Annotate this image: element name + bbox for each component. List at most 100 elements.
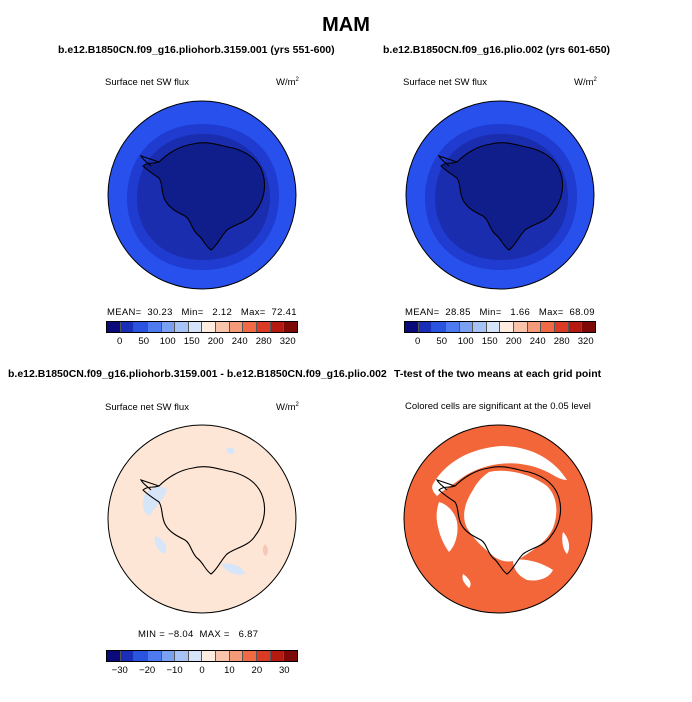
- colorbar-swatch: [202, 322, 217, 332]
- panel4-subtitle: Colored cells are significant at the 0.0…: [405, 401, 591, 412]
- panel4-polar-map: [403, 424, 593, 614]
- colorbar-tick-label: 150: [481, 336, 498, 347]
- colorbar-swatch: [541, 322, 556, 332]
- colorbar-tick-label: 50: [436, 336, 447, 347]
- panel3-subtitle: Surface net SW flux: [105, 402, 189, 413]
- antarctica-coastline: [142, 142, 266, 251]
- colorbar-swatch: [120, 322, 135, 332]
- colorbar-swatch: [161, 651, 176, 661]
- colorbar-swatch: [555, 322, 569, 332]
- colorbar-swatch: [175, 322, 189, 332]
- colorbar-swatch: [473, 322, 487, 332]
- panel3-title: b.e12.B1850CN.f09_g16.pliohorb.3159.001 …: [8, 368, 387, 380]
- map-border: [405, 100, 595, 290]
- colorbar-swatch: [270, 322, 285, 332]
- colorbar-swatch: [405, 322, 419, 332]
- colorbar-swatch: [216, 322, 230, 332]
- panel1-subtitle: Surface net SW flux: [105, 77, 189, 88]
- panel1-colorbar: [106, 321, 298, 333]
- colorbar-tick-label: 50: [138, 336, 149, 347]
- colorbar-tick-label: 20: [251, 665, 263, 676]
- colorbar-swatch: [188, 322, 203, 332]
- colorbar-tick-label: −20: [139, 665, 156, 676]
- negative-anomaly-patch: [154, 536, 167, 554]
- positive-anomaly-patch: [262, 544, 268, 556]
- page-title: MAM: [322, 14, 370, 36]
- colorbar-swatch: [175, 651, 189, 661]
- colorbar-tick-label: 320: [279, 336, 296, 347]
- colorbar-swatch: [418, 322, 433, 332]
- colorbar-swatch: [445, 322, 460, 332]
- colorbar-swatch: [229, 322, 244, 332]
- antarctic-peninsula: [435, 479, 456, 491]
- colorbar-swatch: [284, 651, 297, 661]
- colorbar-swatch: [257, 651, 271, 661]
- colorbar-tick-label: 240: [529, 336, 546, 347]
- panel4-title: T-test of the two means at each grid poi…: [394, 368, 602, 380]
- panel2-subtitle: Surface net SW flux: [403, 77, 487, 88]
- panel2-units: W/m2: [574, 77, 597, 89]
- colorbar-swatch: [270, 651, 285, 661]
- colorbar-swatch: [188, 651, 203, 661]
- colorbar-swatch: [527, 322, 542, 332]
- colorbar-swatch: [568, 322, 583, 332]
- antarctic-peninsula: [139, 155, 160, 167]
- colorbar-tick-label: 0: [117, 336, 123, 347]
- colorbar-tick-label: 100: [159, 336, 176, 347]
- colorbar-swatch: [432, 322, 446, 332]
- colorbar-swatch: [107, 651, 121, 661]
- colorbar-swatch: [202, 651, 217, 661]
- panel2-polar-map: [405, 100, 595, 290]
- panel3-polar-map: [107, 424, 297, 614]
- panel3-units: W/m2: [276, 402, 299, 414]
- difference-field: [108, 425, 296, 613]
- colorbar-swatch: [459, 322, 474, 332]
- antarctic-peninsula: [437, 155, 458, 167]
- colorbar-tick-label: 280: [255, 336, 272, 347]
- nonsignificant-region: [432, 446, 567, 496]
- colorbar-swatch: [514, 322, 528, 332]
- colorbar-tick-label: 100: [457, 336, 474, 347]
- colorbar-swatch: [107, 322, 121, 332]
- colorbar-tick-label: 280: [553, 336, 570, 347]
- colorbar-tick-label: −10: [166, 665, 183, 676]
- colorbar-tick-label: 320: [577, 336, 594, 347]
- colorbar-swatch: [216, 651, 230, 661]
- panel3-stats: MIN = −8.04 MAX = 6.87: [138, 629, 259, 640]
- colorbar-swatch: [500, 322, 515, 332]
- map-border: [403, 424, 593, 614]
- colorbar-tick-label: 150: [183, 336, 200, 347]
- colorbar-tick-label: 30: [278, 665, 290, 676]
- nonsignificant-region: [462, 574, 471, 588]
- panel2-stats: MEAN= 28.85 Min= 1.66 Max= 68.09: [405, 307, 595, 318]
- colorbar-swatch: [147, 651, 162, 661]
- colorbar-tick-label: 10: [224, 665, 235, 676]
- colorbar-swatch: [257, 322, 271, 332]
- negative-anomaly-patch: [221, 563, 245, 575]
- panel1-title: b.e12.B1850CN.f09_g16.pliohorb.3159.001 …: [58, 44, 335, 56]
- nonsignificant-region: [513, 559, 553, 581]
- antarctica-coastline: [438, 466, 562, 575]
- map-border: [107, 100, 297, 290]
- colorbar-tick-label: −30: [111, 665, 128, 676]
- nonsignificant-region: [562, 532, 570, 554]
- colorbar-swatch: [229, 651, 244, 661]
- colorbar-swatch: [161, 322, 176, 332]
- panel1-polar-map: [107, 100, 297, 290]
- colorbar-tick-label: 200: [505, 336, 522, 347]
- nonsignificant-region: [436, 502, 458, 552]
- colorbar-swatch: [486, 322, 501, 332]
- negative-anomaly-patch: [142, 486, 167, 516]
- panel2-title: b.e12.B1850CN.f09_g16.plio.002 (yrs 601-…: [383, 44, 611, 56]
- colorbar-swatch: [582, 322, 595, 332]
- colorbar-swatch: [134, 651, 148, 661]
- colorbar-swatch: [243, 651, 258, 661]
- colorbar-swatch: [134, 322, 148, 332]
- antarctica-coastline: [142, 466, 266, 575]
- colorbar-swatch: [120, 651, 135, 661]
- colorbar-tick-label: 240: [231, 336, 248, 347]
- panel3-colorbar: [106, 650, 298, 662]
- colorbar-swatch: [243, 322, 258, 332]
- panel1-stats: MEAN= 30.23 Min= 2.12 Max= 72.41: [107, 307, 297, 318]
- panel2-colorbar: [404, 321, 596, 333]
